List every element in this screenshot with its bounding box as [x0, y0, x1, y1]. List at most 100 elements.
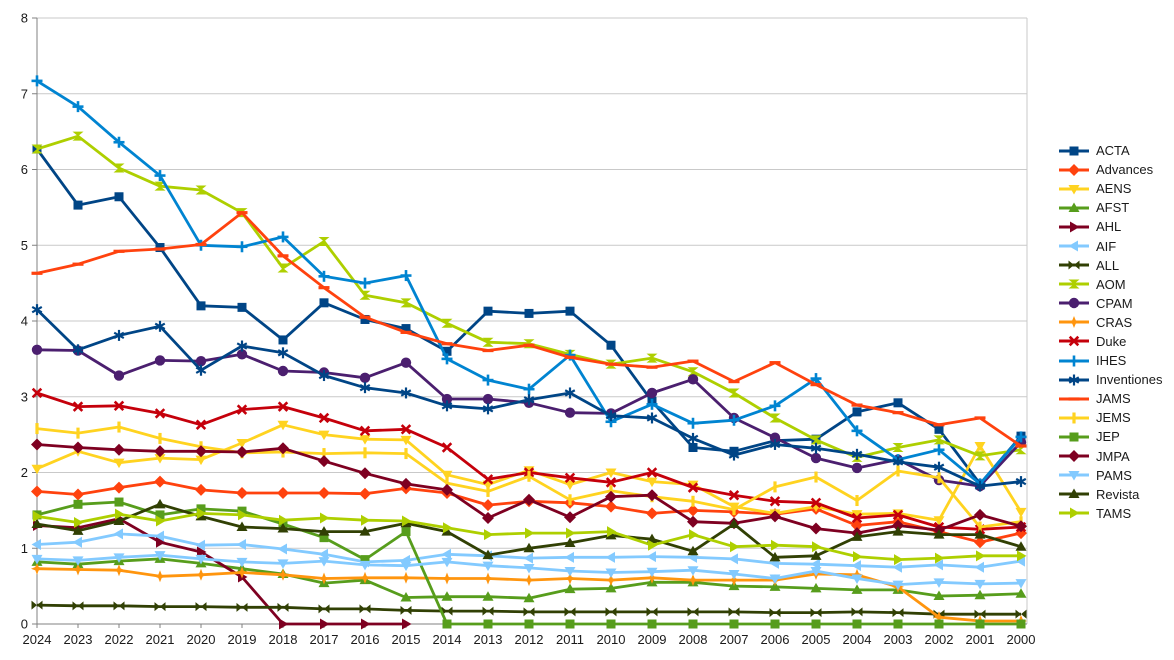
data-point-marker: [974, 508, 986, 521]
data-point-marker: [1016, 619, 1026, 629]
data-point-marker: [318, 557, 330, 567]
data-point-marker: [1015, 507, 1027, 518]
data-point-marker: [482, 393, 494, 405]
series-line: [36, 391, 1022, 531]
data-point-marker: [359, 425, 371, 437]
data-point-marker: [318, 236, 330, 246]
legend-label: PAMS: [1096, 467, 1132, 483]
data-point-marker: [277, 347, 289, 359]
legend-item-AENS: AENS: [1059, 179, 1163, 198]
data-point-marker: [728, 414, 740, 426]
x-axis-label: 2017: [310, 632, 339, 647]
data-point-marker: [277, 420, 289, 431]
data-point-marker: [688, 619, 698, 629]
legend-label: ACTA: [1096, 143, 1130, 159]
data-point-marker: [31, 304, 43, 316]
data-point-marker: [769, 432, 781, 443]
series-line: [36, 348, 1023, 488]
data-point-marker: [975, 619, 985, 629]
data-point-marker: [359, 277, 371, 289]
data-point-marker: [72, 488, 84, 501]
data-point-marker: [33, 510, 43, 522]
data-point-marker: [401, 324, 411, 334]
data-point-marker: [1068, 240, 1078, 252]
data-point-marker: [933, 444, 945, 456]
x-axis-label: 2006: [761, 632, 790, 647]
data-point-marker: [154, 454, 166, 464]
data-point-marker: [934, 424, 944, 434]
data-point-marker: [400, 477, 412, 490]
data-point-marker: [482, 511, 494, 524]
x-axis-label: 2016: [351, 632, 380, 647]
legend-label: IHES: [1096, 353, 1127, 369]
data-point-marker: [195, 602, 207, 612]
data-point-marker: [851, 448, 863, 460]
legend-item-JEMS: JEMS: [1059, 408, 1163, 427]
data-point-marker: [154, 551, 166, 561]
data-point-marker: [851, 560, 861, 572]
data-point-marker: [113, 564, 125, 577]
y-axis-label: 3: [21, 389, 28, 404]
chart-legend: ACTA Advances AENS AFST AHL AIF ALL AOM CPAM CRAS…: [1059, 141, 1163, 523]
data-point-marker: [482, 561, 494, 572]
data-point-marker: [646, 571, 658, 584]
data-point-marker: [318, 526, 330, 536]
data-point-marker: [564, 511, 576, 524]
x-axis-label: 2004: [843, 632, 872, 647]
y-axis-label: 8: [21, 11, 28, 26]
data-point-marker: [236, 404, 248, 415]
data-point-marker: [646, 412, 658, 424]
data-point-marker: [158, 432, 162, 444]
data-point-marker: [896, 465, 900, 477]
data-point-marker: [400, 591, 412, 602]
data-point-marker: [72, 563, 84, 576]
data-point-marker: [978, 521, 982, 533]
data-point-marker: [483, 619, 493, 629]
data-point-marker: [441, 318, 453, 328]
data-point-marker: [195, 355, 207, 367]
series-JAMS: [31, 211, 1027, 448]
data-point-marker: [1069, 146, 1079, 156]
series-PAMS: [31, 551, 1027, 591]
data-point-marker: [318, 412, 330, 424]
data-point-marker: [195, 445, 207, 458]
data-point-marker: [236, 438, 248, 449]
data-point-marker: [647, 619, 657, 629]
data-point-marker: [156, 536, 166, 548]
data-point-marker: [564, 607, 576, 617]
data-point-marker: [730, 541, 740, 553]
data-point-marker: [237, 506, 247, 516]
data-point-marker: [113, 481, 125, 494]
data-point-marker: [277, 401, 289, 412]
data-point-marker: [1068, 260, 1080, 270]
data-point-marker: [568, 494, 572, 506]
x-axis-label: 2007: [720, 632, 749, 647]
data-point-marker: [1068, 163, 1080, 176]
data-point-marker: [769, 361, 781, 365]
data-point-marker: [974, 416, 986, 420]
data-point-marker: [810, 497, 822, 509]
data-point-marker: [154, 530, 164, 542]
legend-item-CPAM: CPAM: [1059, 294, 1163, 313]
data-point-marker: [442, 619, 452, 629]
data-point-marker: [933, 516, 945, 526]
series-AIF: [31, 528, 1025, 573]
data-point-marker: [646, 365, 658, 369]
data-point-marker: [76, 427, 80, 439]
data-point-marker: [196, 504, 206, 514]
legend-item-JAMS: JAMS: [1059, 389, 1163, 408]
data-point-marker: [318, 486, 330, 499]
legend-item-ALL: ALL: [1059, 256, 1163, 275]
data-point-marker: [728, 380, 740, 384]
legend-swatch: [1059, 184, 1089, 195]
data-point-marker: [441, 591, 453, 601]
data-point-marker: [810, 608, 822, 618]
data-point-marker: [400, 270, 412, 282]
y-axis-label: 5: [21, 238, 28, 253]
legend-item-JMPA: JMPA: [1059, 447, 1163, 466]
x-axis-label: 2021: [146, 632, 175, 647]
data-point-marker: [72, 536, 82, 548]
data-point-marker: [318, 430, 330, 441]
data-point-marker: [359, 290, 371, 300]
data-point-marker: [564, 566, 576, 577]
